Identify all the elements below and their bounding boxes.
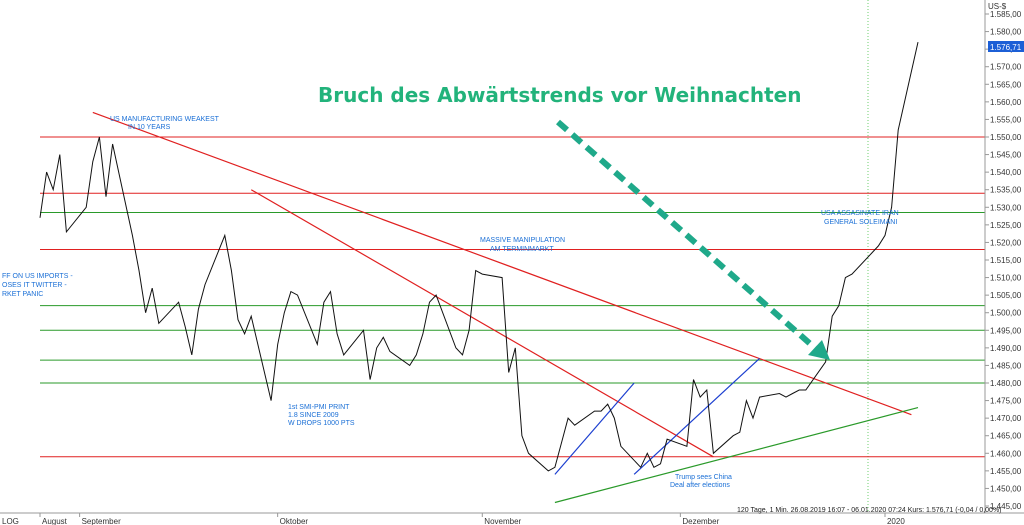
annotation-us-manufacturing-1: US MANUFACTURING WEAKEST: [110, 116, 220, 123]
horizontal-levels: [40, 136, 985, 458]
y-tick-label: 1.480,00: [990, 379, 1022, 388]
plot-background: [0, 0, 985, 513]
x-tick-label: 2020: [887, 517, 905, 525]
y-tick-label: 1.540,00: [990, 168, 1022, 177]
annotation-soleimani-1: USA ASSASINATE IRAN: [821, 210, 899, 217]
trend-line: [554, 407, 919, 504]
current-price-label: 1.576,71: [990, 43, 1022, 52]
arrow-shaft: [556, 119, 817, 351]
trend-line: [250, 189, 714, 458]
annotation-soleimani-2: GENERAL SOLEIMANI: [824, 219, 897, 226]
y-tick-label: 1.495,00: [990, 326, 1022, 335]
y-tick-label: 1.450,00: [990, 484, 1022, 493]
annotations: US MANUFACTURING WEAKEST IN 10 YEARS FF …: [2, 116, 899, 489]
annotation-trump-china-1: Trump sees China: [675, 474, 732, 481]
annotation-pmi-1: 1st SMI-PMI PRINT: [288, 404, 350, 411]
x-tick-label: Dezember: [682, 517, 719, 525]
x-axis: August September Oktober November Dezember 20…: [0, 507, 1024, 525]
y-tick-label: 1.460,00: [990, 449, 1022, 458]
y-tick-label: 1.545,00: [990, 151, 1022, 160]
plot-area: Bruch des Abwärtstrends vor Weihnachten …: [0, 0, 985, 513]
annotation-tariff-3: RKET PANIC: [2, 291, 43, 298]
annotation-pmi-2: 1.8 SINCE 2009: [288, 412, 339, 419]
x-tick-label: August: [42, 517, 68, 525]
annotation-us-manufacturing-2: IN 10 YEARS: [128, 124, 171, 131]
y-tick-label: 1.585,00: [990, 10, 1022, 19]
y-tick-label: 1.555,00: [990, 115, 1022, 124]
y-tick-label: 1.505,00: [990, 291, 1022, 300]
y-tick-label: 1.530,00: [990, 203, 1022, 212]
x-tick-label: September: [82, 517, 121, 525]
y-tick-label: 1.520,00: [990, 238, 1022, 247]
trend-lines: [92, 111, 919, 504]
y-axis-unit: US-$: [988, 2, 1007, 11]
y-tick-label: 1.565,00: [990, 80, 1022, 89]
y-tick-label: 1.445,00: [990, 502, 1022, 511]
y-tick-label: 1.550,00: [990, 133, 1022, 142]
y-tick-label: 1.455,00: [990, 467, 1022, 476]
y-tick-label: 1.580,00: [990, 28, 1022, 37]
y-tick-label: 1.535,00: [990, 186, 1022, 195]
y-tick-label: 1.500,00: [990, 309, 1022, 318]
y-tick-label: 1.560,00: [990, 98, 1022, 107]
annotation-manipulation-2: AM TERMINMARKT: [490, 246, 554, 253]
trend-line: [633, 357, 760, 475]
y-tick-label: 1.510,00: [990, 274, 1022, 283]
chart-title: Bruch des Abwärtstrends vor Weihnachten: [318, 83, 801, 107]
annotation-manipulation-1: MASSIVE MANIPULATION: [480, 237, 565, 244]
breakout-arrow: [556, 119, 830, 360]
y-tick-label: 1.515,00: [990, 256, 1022, 265]
annotation-trump-china-2: Deal after elections: [670, 482, 730, 489]
y-tick-label: 1.570,00: [990, 63, 1022, 72]
y-tick-label: 1.490,00: [990, 344, 1022, 353]
y-tick-label: 1.485,00: [990, 361, 1022, 370]
y-tick-label: 1.525,00: [990, 221, 1022, 230]
current-price-box: [988, 41, 1024, 52]
trend-line: [92, 111, 912, 416]
y-tick-label: 1.465,00: [990, 432, 1022, 441]
log-scale-label: LOG: [2, 517, 19, 525]
x-tick-label: November: [484, 517, 521, 525]
annotation-tariff-2: OSES IT TWITTER -: [2, 282, 67, 289]
annotation-pmi-3: W DROPS 1000 PTS: [288, 420, 355, 427]
y-axis: US-$ 1.585,001.580,001.575,001.570,001.5…: [984, 0, 1024, 513]
annotation-tariff-1: FF ON US IMPORTS -: [2, 273, 73, 280]
y-tick-label: 1.475,00: [990, 397, 1022, 406]
trend-line: [554, 382, 635, 475]
footer-info: 120 Tage, 1 Min. 26.08.2019 16:07 - 06.0…: [737, 507, 1002, 514]
x-tick-label: Oktober: [280, 517, 309, 525]
arrow-head: [808, 340, 830, 360]
y-tick-label: 1.470,00: [990, 414, 1022, 423]
price-series-line: [39, 41, 919, 472]
